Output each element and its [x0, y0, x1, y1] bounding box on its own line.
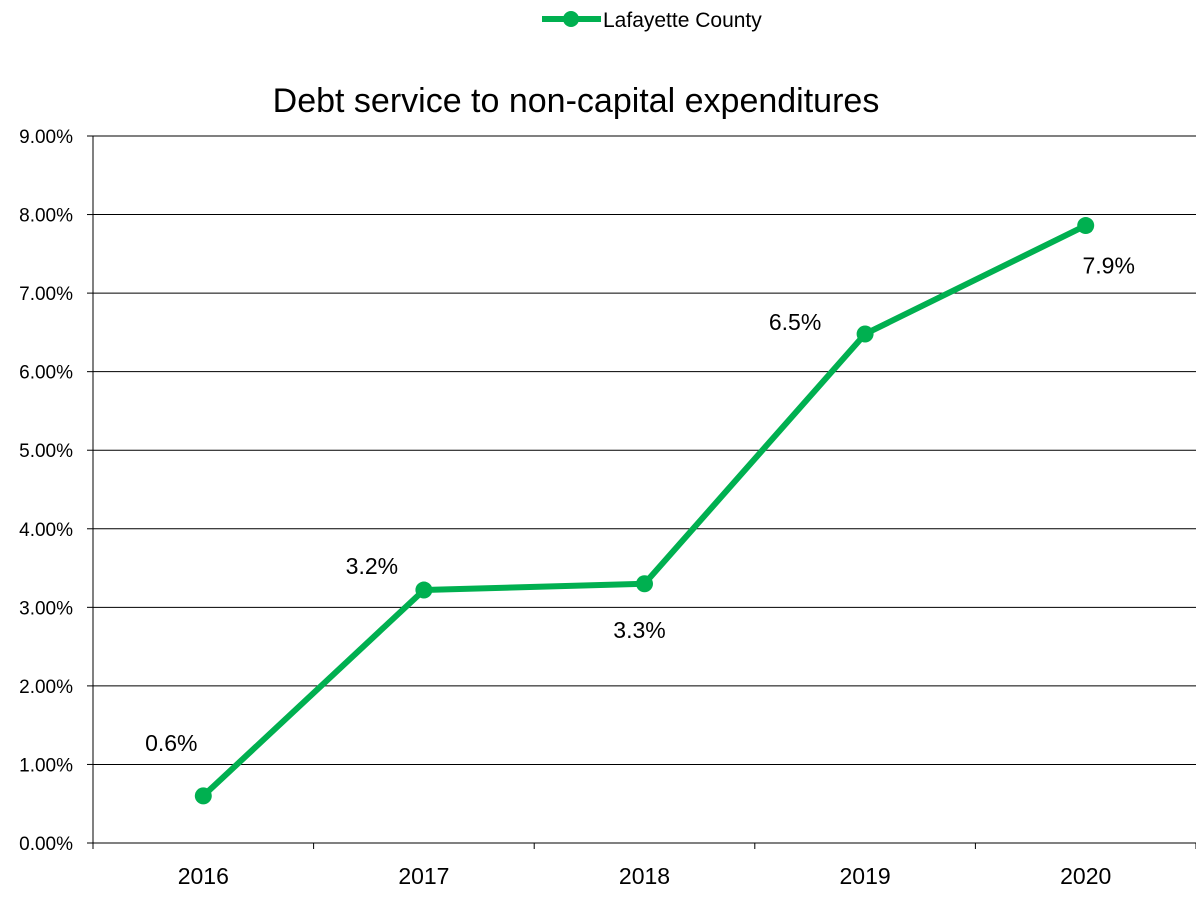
series-line — [200, 222, 1089, 799]
legend-marker-swatch — [563, 11, 579, 27]
data-label: 6.5% — [769, 309, 821, 335]
data-point — [856, 325, 874, 343]
data-point — [636, 575, 653, 593]
x-tick-label: 2016 — [178, 863, 229, 889]
y-tick-label: 6.00% — [19, 363, 73, 384]
y-axis-tick-labels: 0.00% 1.00% 2.00% 3.00% 4.00% 5.00% 6.00% 7.00%… — [19, 127, 73, 855]
data-label: 3.2% — [346, 553, 398, 579]
legend-label: Lafayette County — [603, 9, 762, 32]
data-labels: 0.6% 3.2% 3.3% 6.5% 7.9% — [145, 253, 1135, 756]
x-tick-label: 2020 — [1060, 863, 1111, 889]
y-tick-label: 1.00% — [19, 755, 73, 776]
chart-title: Debt service to non-capital expenditures — [273, 82, 880, 120]
series-lafayette-county — [194, 217, 1095, 805]
gridlines — [93, 135, 1196, 765]
y-tick-label: 8.00% — [19, 206, 73, 227]
x-axis-tick-labels: 2016 2017 2018 2019 2020 — [178, 863, 1112, 889]
legend: Lafayette County — [542, 9, 762, 32]
y-tick-label: 4.00% — [19, 520, 73, 541]
y-tick-label: 2.00% — [19, 677, 73, 698]
data-label: 0.6% — [145, 730, 197, 756]
data-point — [194, 787, 212, 805]
x-tick-label: 2017 — [398, 863, 449, 889]
data-label: 7.9% — [1082, 253, 1134, 279]
y-tick-label: 9.00% — [19, 127, 73, 148]
data-label: 3.3% — [613, 617, 665, 643]
data-point — [415, 581, 433, 599]
x-tick-label: 2019 — [840, 863, 891, 889]
y-tick-label: 3.00% — [19, 598, 73, 619]
y-tick-label: 7.00% — [19, 284, 73, 305]
y-tick-label: 0.00% — [19, 834, 73, 855]
y-tick-label: 5.00% — [19, 441, 73, 462]
x-tick-label: 2018 — [619, 863, 670, 889]
data-point — [1077, 217, 1095, 235]
axes — [87, 135, 1196, 849]
